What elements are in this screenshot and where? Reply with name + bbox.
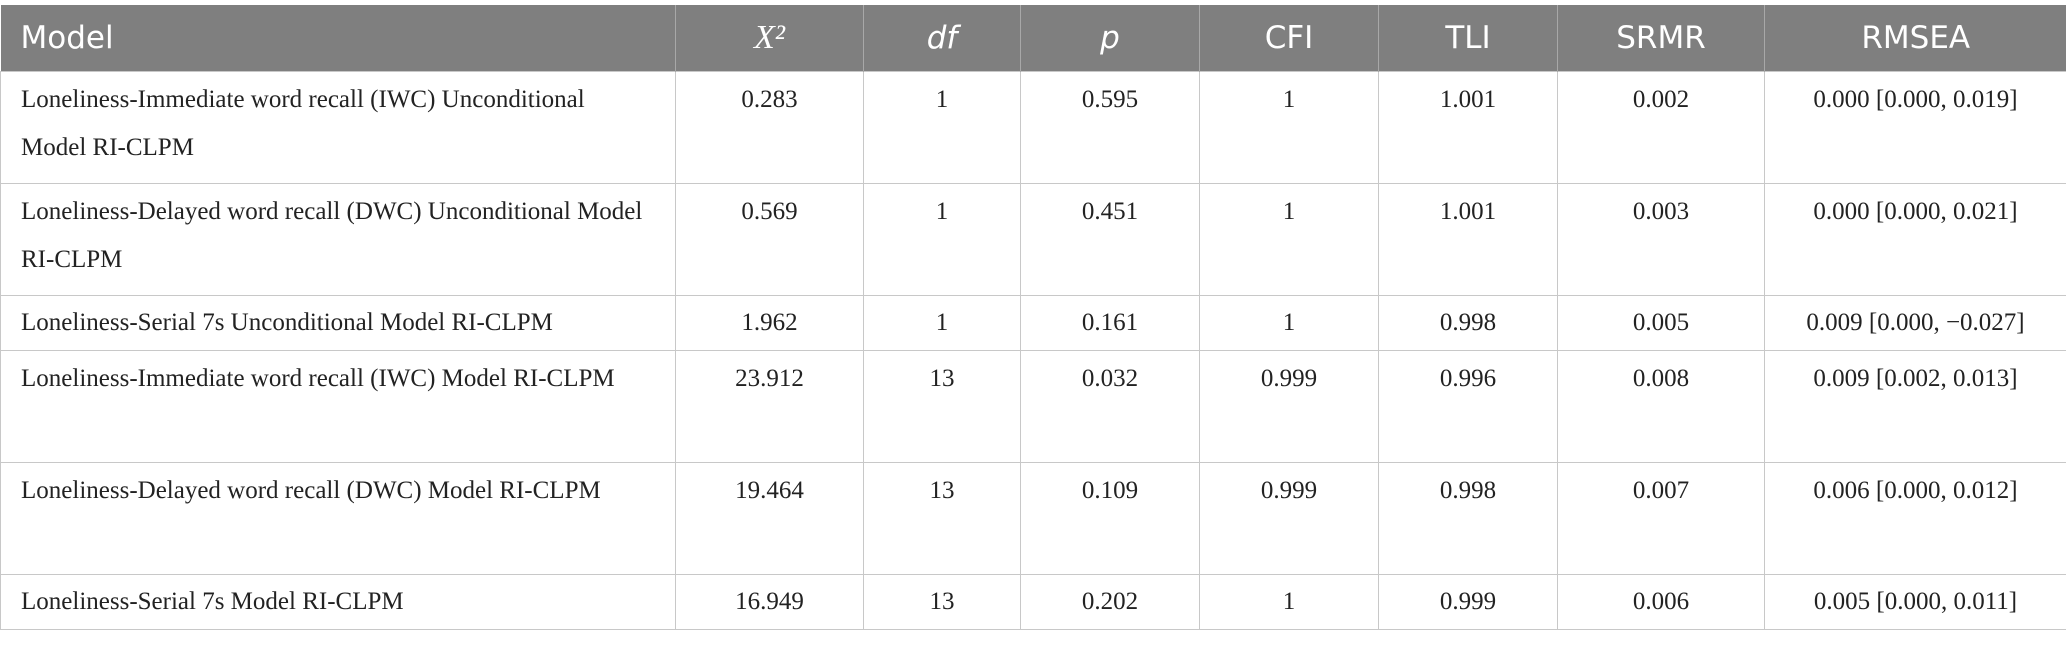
value-cell: 1.001 [1378, 71, 1558, 184]
value-cell: 0.006 [1557, 574, 1765, 630]
model-cell: Loneliness-Delayed word recall (DWC) Unc… [0, 183, 676, 296]
value-cell: 0.109 [1020, 462, 1200, 575]
value-cell: 1 [863, 71, 1021, 184]
model-cell: Loneliness-Immediate word recall (IWC) U… [0, 71, 676, 184]
value-cell: 0.998 [1378, 295, 1558, 351]
table-row: Loneliness-Immediate word recall (IWC) U… [0, 71, 2066, 184]
value-cell: 1 [1199, 295, 1379, 351]
model-cell: Loneliness-Serial 7s Model RI-CLPM [0, 574, 676, 630]
value-cell: 0.008 [1557, 350, 1765, 463]
model-cell: Loneliness-Serial 7s Unconditional Model… [0, 295, 676, 351]
value-cell: 0.996 [1378, 350, 1558, 463]
value-cell: 0.006 [0.000, 0.012] [1764, 462, 2066, 575]
column-header: df [863, 5, 1021, 72]
value-cell: 0.007 [1557, 462, 1765, 575]
value-cell: 16.949 [675, 574, 864, 630]
table-row: Loneliness-Delayed word recall (DWC) Mod… [0, 462, 2066, 575]
value-cell: 23.912 [675, 350, 864, 463]
column-header: Model [0, 5, 676, 72]
model-cell: Loneliness-Delayed word recall (DWC) Mod… [0, 462, 676, 575]
value-cell: 0.569 [675, 183, 864, 296]
value-cell: 0.283 [675, 71, 864, 184]
value-cell: 1.001 [1378, 183, 1558, 296]
column-header: CFI [1199, 5, 1379, 72]
value-cell: 13 [863, 574, 1021, 630]
table-body: Loneliness-Immediate word recall (IWC) U… [0, 71, 2066, 630]
value-cell: 1 [1199, 71, 1379, 184]
value-cell: 0.999 [1199, 462, 1379, 575]
value-cell: 1 [863, 183, 1021, 296]
value-cell: 13 [863, 350, 1021, 463]
value-cell: 0.999 [1378, 574, 1558, 630]
value-cell: 0.000 [0.000, 0.019] [1764, 71, 2066, 184]
column-header: SRMR [1557, 5, 1765, 72]
value-cell: 0.009 [0.002, 0.013] [1764, 350, 2066, 463]
table-row: Loneliness-Immediate word recall (IWC) M… [0, 350, 2066, 463]
value-cell: 13 [863, 462, 1021, 575]
value-cell: 0.999 [1199, 350, 1379, 463]
value-cell: 0.005 [1557, 295, 1765, 351]
table-row: Loneliness-Delayed word recall (DWC) Unc… [0, 183, 2066, 296]
value-cell: 0.998 [1378, 462, 1558, 575]
table-row: Loneliness-Serial 7s Unconditional Model… [0, 295, 2066, 351]
value-cell: 0.005 [0.000, 0.011] [1764, 574, 2066, 630]
table-row: Loneliness-Serial 7s Model RI-CLPM 16.949… [0, 574, 2066, 630]
fit-table: Model X² df p CFI TLI SRMR RMSEA Loneliness-Imm… [0, 5, 2066, 630]
header-row: Model X² df p CFI TLI SRMR RMSEA [0, 5, 2066, 72]
value-cell: 1.962 [675, 295, 864, 351]
value-cell: 19.464 [675, 462, 864, 575]
model-cell: Loneliness-Immediate word recall (IWC) M… [0, 350, 676, 463]
value-cell: 0.002 [1557, 71, 1765, 184]
value-cell: 1 [1199, 183, 1379, 296]
value-cell: 0.595 [1020, 71, 1200, 184]
value-cell: 0.032 [1020, 350, 1200, 463]
value-cell: 0.202 [1020, 574, 1200, 630]
column-header: RMSEA [1764, 5, 2066, 72]
value-cell: 0.451 [1020, 183, 1200, 296]
column-header: TLI [1378, 5, 1558, 72]
column-header: p [1020, 5, 1200, 72]
value-cell: 0.000 [0.000, 0.021] [1764, 183, 2066, 296]
page: Model X² df p CFI TLI SRMR RMSEA Loneliness-Imm… [0, 5, 2066, 660]
column-header: X² [675, 5, 864, 72]
value-cell: 1 [863, 295, 1021, 351]
value-cell: 0.161 [1020, 295, 1200, 351]
value-cell: 0.003 [1557, 183, 1765, 296]
value-cell: 1 [1199, 574, 1379, 630]
value-cell: 0.009 [0.000, −0.027] [1764, 295, 2066, 351]
